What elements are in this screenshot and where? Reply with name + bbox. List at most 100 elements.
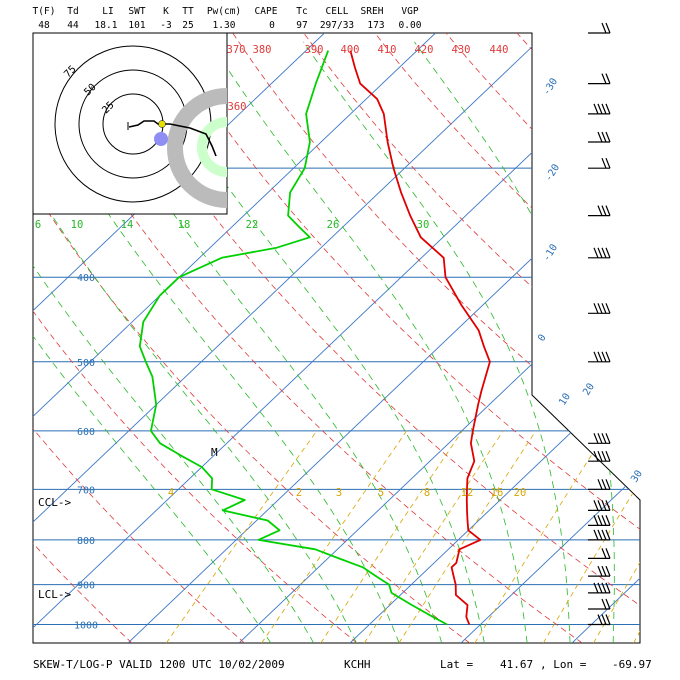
wind-barb-flag — [593, 500, 599, 511]
wind-barb — [588, 479, 611, 490]
wind-barb — [588, 529, 611, 541]
hdr-value-swt: 101 — [128, 20, 145, 31]
wind-barb-flag — [601, 598, 607, 610]
mixing-ratio-line — [320, 430, 463, 643]
hdr-label-vgp: VGP — [401, 6, 418, 17]
isotherm-label: -20 — [543, 162, 562, 183]
wind-barb-flag — [593, 351, 599, 363]
hdr-value-li: 18.1 — [95, 20, 118, 31]
level-marker-m: M — [211, 446, 218, 459]
wind-barb-flag — [605, 22, 611, 34]
theta-e-label: 14 — [121, 219, 134, 231]
hdr-value-pw: 1.30 — [213, 20, 236, 31]
mixing-ratio-label: 20 — [514, 487, 527, 499]
chart-title: SKEW-T/LOG-P VALID 1200 UTC 10/02/2009 — [33, 658, 285, 671]
pressure-tick-label: 1000 — [74, 621, 98, 632]
hdr-value-k: -3 — [160, 20, 171, 31]
dry-adiabat-line — [33, 33, 245, 643]
mean-wind-marker — [154, 132, 168, 146]
isotherm-line — [571, 33, 640, 643]
isotherm-label: 10 — [557, 392, 573, 408]
wind-barb-flag — [601, 131, 607, 143]
dry-adiabat-line — [659, 33, 680, 643]
theta-e-label: 30 — [417, 219, 430, 231]
wind-barb-flag — [601, 515, 607, 526]
wind-barb-flag — [597, 479, 603, 490]
wind-barb — [588, 205, 611, 217]
hdr-value-sreh: 173 — [367, 20, 384, 31]
hdr-value-tf: 48 — [38, 20, 50, 31]
wind-barb — [588, 450, 611, 462]
wind-barb — [588, 22, 611, 34]
wind-barb — [588, 351, 611, 363]
wind-barb-flag — [601, 247, 607, 259]
hdr-value-tt: 25 — [182, 20, 193, 31]
wind-barb-flag — [597, 515, 603, 526]
dewpoint-trace — [138, 50, 448, 626]
isotherm-line — [460, 33, 640, 643]
mixing-ratio-label: 2 — [296, 487, 302, 499]
wind-barb — [588, 103, 611, 115]
lon-value: -69.97 — [612, 658, 652, 671]
pressure-tick-label: 700 — [77, 485, 95, 496]
wind-barb-flag — [605, 548, 611, 559]
hdr-label-cell: CELL — [326, 6, 349, 17]
isotherm-label: 20 — [581, 382, 597, 398]
wind-barb-flag — [605, 433, 611, 444]
moist-adiabat-line — [209, 41, 528, 643]
dry-adiabat-line — [33, 33, 358, 643]
mixing-ratio-label: 5 — [378, 487, 384, 499]
dry-adiabat-line — [374, 33, 640, 643]
moist-adiabat-line — [33, 41, 272, 643]
wind-barb-flag — [605, 205, 611, 216]
theta-e-label: 26 — [327, 219, 340, 231]
wind-barb-flag — [597, 565, 603, 577]
wind-barb-flag — [597, 131, 603, 143]
mixing-ratio-line — [398, 430, 537, 643]
hdr-label-tc: Tc — [296, 6, 307, 17]
mixing-ratio-line — [474, 430, 608, 643]
moist-adiabat-line — [33, 41, 357, 643]
wind-barb-flag — [601, 565, 607, 577]
wind-barb-flag — [601, 157, 607, 169]
storm-motion-ring — [167, 88, 228, 208]
mixing-ratio-label: 3 — [336, 487, 342, 499]
isotherm-label: 30 — [629, 469, 645, 485]
moist-adiabat-line — [33, 41, 315, 643]
hdr-label-tt: TT — [182, 6, 194, 17]
lon-label: , Lon = — [540, 658, 587, 671]
wind-barb-flag — [605, 565, 611, 577]
wind-barb-flag — [601, 582, 607, 594]
wind-barb — [588, 247, 611, 259]
wind-barb-flag — [593, 450, 599, 462]
mixing-ratio-labels: 4 2 3 5 8 12 16 20 — [168, 487, 526, 499]
wind-barb — [588, 598, 611, 610]
hdr-label-pw: Pw(cm) — [207, 6, 241, 17]
theta-e-label: 22 — [246, 219, 259, 231]
theta-e-label: 6 — [35, 219, 41, 231]
wind-barb-flag — [593, 515, 599, 526]
wind-barb — [588, 515, 611, 527]
wind-barb — [588, 157, 611, 169]
moist-adiabat-line — [33, 41, 400, 643]
wind-barb-flag — [597, 433, 603, 444]
isotherm-line — [33, 33, 436, 643]
hodograph-inset: 75 50 25 — [32, 32, 228, 215]
wind-barb — [588, 500, 611, 511]
hdr-label-tf: T(F) — [33, 6, 56, 17]
ccl-label: CCL-> — [38, 496, 71, 509]
wind-barb-flag — [593, 529, 599, 541]
lcl-label: LCL-> — [38, 588, 71, 601]
lat-label: Lat = — [440, 658, 473, 671]
dry-adiabat-label: 410 — [378, 44, 397, 56]
pressure-tick-label: 800 — [77, 536, 95, 547]
sounding-curves — [138, 50, 491, 626]
wind-barbs — [588, 22, 611, 626]
wind-barb-flag — [597, 529, 603, 541]
isotherm-label: -30 — [541, 76, 560, 97]
wind-barb-flag — [605, 515, 611, 526]
theta-e-label: 10 — [71, 219, 84, 231]
mixing-ratio-label: 8 — [424, 487, 430, 499]
wind-barb-flag — [605, 479, 611, 490]
moist-adiabat-line — [131, 41, 485, 643]
